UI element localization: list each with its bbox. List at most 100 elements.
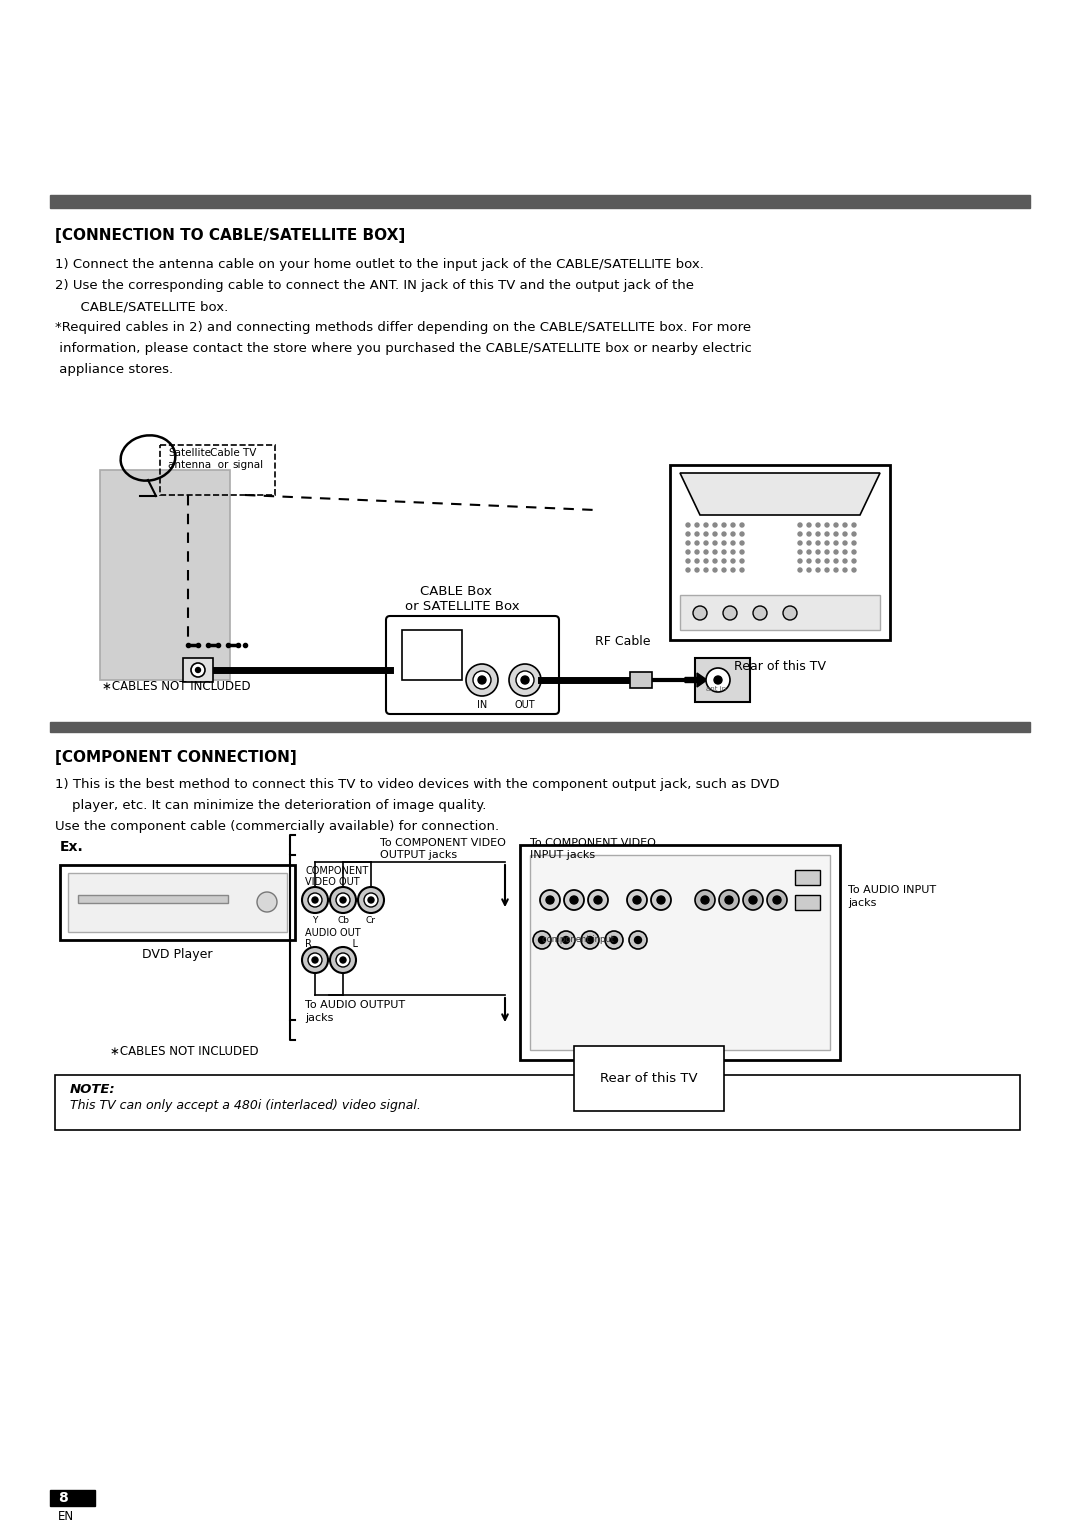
Circle shape — [686, 532, 690, 536]
Text: Cable TV: Cable TV — [210, 448, 256, 458]
Text: 2) Use the corresponding cable to connect the ANT. IN jack of this TV and the ou: 2) Use the corresponding cable to connec… — [55, 280, 694, 292]
Circle shape — [834, 568, 838, 571]
Circle shape — [816, 532, 820, 536]
Circle shape — [302, 947, 328, 973]
Circle shape — [696, 568, 699, 571]
Circle shape — [731, 568, 735, 571]
Circle shape — [740, 523, 744, 527]
Circle shape — [693, 607, 707, 620]
Text: OUT: OUT — [515, 700, 536, 711]
Circle shape — [731, 541, 735, 545]
Circle shape — [368, 897, 374, 903]
Circle shape — [629, 931, 647, 949]
Circle shape — [740, 532, 744, 536]
Circle shape — [706, 668, 730, 692]
Circle shape — [308, 953, 322, 967]
Circle shape — [723, 559, 726, 562]
Text: AUDIO OUT: AUDIO OUT — [305, 927, 361, 938]
Circle shape — [516, 671, 534, 689]
Circle shape — [635, 937, 642, 943]
Circle shape — [633, 895, 642, 905]
Text: Rear of this TV: Rear of this TV — [734, 660, 826, 672]
Circle shape — [807, 532, 811, 536]
Text: Use the component cable (commercially available) for connection.: Use the component cable (commercially av… — [55, 821, 499, 833]
Text: *Required cables in 2) and connecting methods differ depending on the CABLE/SATE: *Required cables in 2) and connecting me… — [55, 321, 751, 335]
Circle shape — [798, 532, 802, 536]
Bar — [50, 723, 1030, 732]
Circle shape — [696, 550, 699, 555]
Bar — [50, 1490, 95, 1507]
Circle shape — [588, 889, 608, 911]
Circle shape — [825, 541, 829, 545]
Circle shape — [696, 541, 699, 545]
Text: ant in: ant in — [706, 686, 726, 692]
Circle shape — [540, 889, 561, 911]
Circle shape — [843, 523, 847, 527]
Text: player, etc. It can minimize the deterioration of image quality.: player, etc. It can minimize the deterio… — [55, 799, 486, 811]
Text: DVD Player: DVD Player — [141, 947, 213, 961]
Circle shape — [704, 559, 708, 562]
Bar — [160, 445, 275, 495]
Circle shape — [825, 559, 829, 562]
Bar — [630, 672, 652, 688]
Circle shape — [743, 889, 762, 911]
Circle shape — [713, 523, 717, 527]
Circle shape — [539, 937, 545, 943]
Circle shape — [546, 895, 554, 905]
Text: Cr: Cr — [366, 915, 376, 924]
Text: To AUDIO INPUT: To AUDIO INPUT — [848, 885, 936, 895]
Circle shape — [696, 889, 715, 911]
Circle shape — [852, 541, 856, 545]
Circle shape — [336, 892, 350, 908]
Text: ∗CABLES NOT INCLUDED: ∗CABLES NOT INCLUDED — [110, 1045, 258, 1057]
Circle shape — [627, 889, 647, 911]
Circle shape — [825, 568, 829, 571]
Circle shape — [713, 568, 717, 571]
Circle shape — [302, 886, 328, 914]
Circle shape — [605, 931, 623, 949]
Circle shape — [723, 523, 726, 527]
Text: Ex.: Ex. — [60, 840, 84, 854]
Circle shape — [731, 550, 735, 555]
Text: component input: component input — [542, 935, 615, 944]
Text: R             L: R L — [305, 940, 357, 949]
Circle shape — [816, 550, 820, 555]
Circle shape — [723, 550, 726, 555]
Circle shape — [773, 895, 781, 905]
Bar — [183, 659, 213, 681]
Circle shape — [610, 937, 618, 943]
Text: Y: Y — [312, 915, 318, 924]
Circle shape — [723, 568, 726, 571]
Circle shape — [834, 559, 838, 562]
Circle shape — [753, 607, 767, 620]
Circle shape — [713, 532, 717, 536]
Circle shape — [834, 550, 838, 555]
Circle shape — [686, 568, 690, 571]
Circle shape — [330, 886, 356, 914]
Circle shape — [686, 523, 690, 527]
Circle shape — [696, 532, 699, 536]
Circle shape — [714, 675, 723, 685]
Circle shape — [852, 532, 856, 536]
Text: information, please contact the store where you purchased the CABLE/SATELLITE bo: information, please contact the store wh… — [55, 342, 752, 354]
Circle shape — [336, 953, 350, 967]
Polygon shape — [680, 474, 880, 515]
Text: [CONNECTION TO CABLE/SATELLITE BOX]: [CONNECTION TO CABLE/SATELLITE BOX] — [55, 228, 405, 243]
Circle shape — [852, 568, 856, 571]
Text: IN: IN — [477, 700, 487, 711]
Circle shape — [725, 895, 733, 905]
Text: This TV can only accept a 480i (interlaced) video signal.: This TV can only accept a 480i (interlac… — [70, 1099, 421, 1112]
Circle shape — [357, 886, 384, 914]
Circle shape — [719, 889, 739, 911]
Text: [COMPONENT CONNECTION]: [COMPONENT CONNECTION] — [55, 750, 297, 766]
Circle shape — [740, 568, 744, 571]
Circle shape — [704, 532, 708, 536]
Circle shape — [834, 541, 838, 545]
Circle shape — [798, 523, 802, 527]
Circle shape — [465, 665, 498, 695]
Circle shape — [713, 559, 717, 562]
Circle shape — [807, 523, 811, 527]
Text: Cb: Cb — [337, 915, 349, 924]
Text: CABLE Box: CABLE Box — [420, 585, 492, 597]
Circle shape — [816, 559, 820, 562]
